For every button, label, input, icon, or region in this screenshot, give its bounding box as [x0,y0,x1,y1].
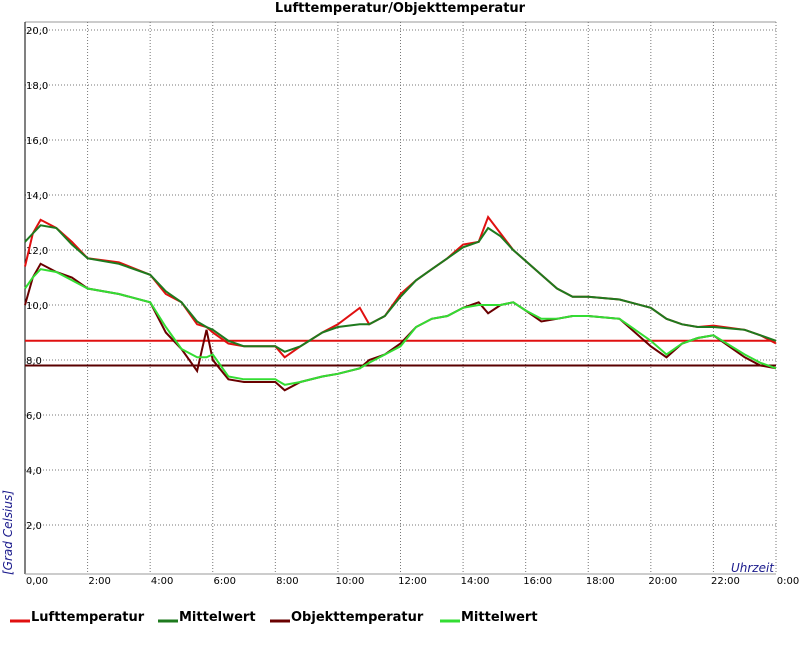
x-tick-label: 4:00 [151,576,173,587]
x-tick-label: 20:00 [648,576,677,587]
y-tick-label: 2,0 [26,521,42,532]
y-tick-label: 20,0 [26,26,48,37]
x-tick-label: 12:00 [398,576,427,587]
y-tick-label: 4,0 [26,466,42,477]
x-tick-label: 0,00 [26,576,48,587]
x-axis-label: Uhrzeit [731,561,775,575]
y-tick-label: 10,0 [26,301,48,312]
x-tick-label: 8:00 [276,576,298,587]
y-tick-label: 18,0 [26,81,48,92]
x-tick-label: 22:00 [711,576,740,587]
x-tick-label: 2:00 [88,576,110,587]
series-line [24,224,777,353]
y-tick-label: 16,0 [26,136,48,147]
y-tick-label: 6,0 [26,411,42,422]
series-line [24,268,777,386]
y-tick-label: 8,0 [26,356,42,367]
y-tick-label: 12,0 [26,246,48,257]
x-tick-label: 0:00 [777,576,799,587]
chart-title: Lufttemperatur/Objekttemperatur [275,1,526,16]
x-tick-label: 10:00 [336,576,365,587]
x-tick-label: 16:00 [523,576,552,587]
x-tick-label: 6:00 [214,576,236,587]
legend-label: Mittelwert [461,610,538,625]
y-tick-label: 14,0 [26,191,48,202]
y-axis-label: [Grad Celsius] [1,490,15,575]
x-tick-label: 14:00 [461,576,490,587]
legend-label: Objekttemperatur [291,610,424,625]
legend-label: Lufttemperatur [31,610,145,625]
x-tick-label: 18:00 [586,576,615,587]
legend-label: Mittelwert [179,610,256,625]
series-line [24,262,777,392]
